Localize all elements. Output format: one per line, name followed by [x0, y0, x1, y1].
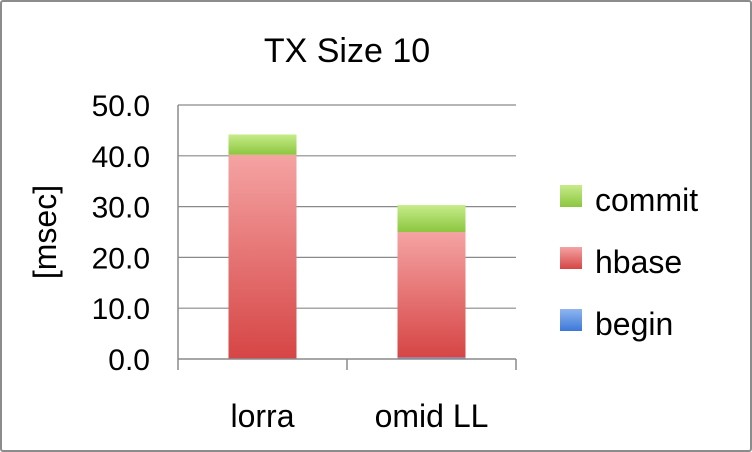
y-tick-label: 10.0: [92, 293, 150, 326]
y-tick-label: 40.0: [92, 141, 150, 174]
legend-label-hbase: hbase: [595, 244, 682, 280]
legend-swatch-hbase: [560, 247, 582, 269]
legend-swatch-commit: [560, 185, 582, 207]
legend-label-begin: begin: [595, 306, 673, 342]
legend-swatch-begin: [560, 309, 582, 331]
bar-hbase-0: [228, 154, 297, 359]
y-tick-labels: 0.0 10.0 20.0 30.0 40.0 50.0: [92, 90, 150, 377]
y-tick-label: 0.0: [108, 344, 150, 377]
x-tick-labels: lorra omid LL: [230, 398, 488, 434]
legend: commit hbase begin: [560, 182, 698, 342]
y-tick-label: 30.0: [92, 192, 150, 225]
y-tick-label: 50.0: [92, 90, 150, 123]
y-axis-label: [msec]: [27, 185, 63, 279]
x-tick-label: omid LL: [375, 398, 489, 434]
x-axis: [177, 105, 517, 370]
bar-begin-1: [397, 357, 466, 359]
bar-commit-1: [397, 205, 466, 232]
bar-hbase-1: [397, 232, 466, 358]
legend-label-commit: commit: [595, 182, 698, 218]
y-tick-label: 20.0: [92, 242, 150, 275]
chart-title: TX Size 10: [264, 32, 430, 70]
x-tick-label: lorra: [230, 398, 294, 434]
bar-commit-0: [228, 134, 297, 155]
bars: [228, 134, 466, 359]
